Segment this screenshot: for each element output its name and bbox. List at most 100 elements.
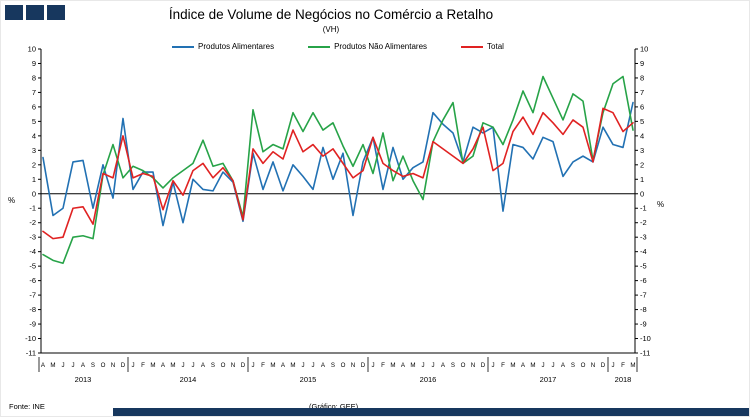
svg-text:9: 9 (32, 59, 36, 68)
svg-text:D: D (361, 362, 366, 369)
legend-item-produtos-alimentares: Produtos Alimentares (172, 42, 274, 51)
svg-text:M: M (170, 362, 175, 369)
source-label: Fonte: INE (9, 402, 45, 411)
svg-text:A: A (281, 362, 286, 369)
legend-label: Total (487, 42, 504, 51)
svg-text:D: D (481, 362, 486, 369)
svg-text:J: J (251, 362, 254, 369)
series-line-total (42, 107, 634, 240)
svg-text:6: 6 (32, 102, 36, 111)
svg-text:O: O (221, 362, 226, 369)
svg-text:2018: 2018 (615, 375, 632, 384)
svg-text:A: A (161, 362, 166, 369)
svg-text:2013: 2013 (75, 375, 92, 384)
svg-text:-10: -10 (640, 334, 651, 343)
svg-text:S: S (211, 362, 215, 369)
svg-text:8: 8 (640, 73, 644, 82)
svg-text:-10: -10 (25, 334, 36, 343)
svg-text:-11: -11 (26, 349, 36, 358)
logo-square (47, 5, 65, 20)
svg-text:0: 0 (640, 189, 644, 198)
svg-text:%: % (657, 200, 664, 209)
svg-text:-1: -1 (640, 204, 647, 213)
svg-text:J: J (71, 362, 74, 369)
svg-text:J: J (611, 362, 614, 369)
legend-item-total: Total (461, 42, 504, 51)
svg-text:2016: 2016 (420, 375, 437, 384)
svg-text:A: A (561, 362, 566, 369)
svg-text:S: S (331, 362, 335, 369)
svg-text:N: N (111, 362, 115, 369)
svg-text:M: M (390, 362, 395, 369)
svg-text:O: O (101, 362, 106, 369)
svg-text:F: F (621, 362, 625, 369)
svg-text:A: A (41, 362, 46, 369)
svg-text:J: J (301, 362, 304, 369)
svg-text:S: S (91, 362, 95, 369)
svg-text:N: N (351, 362, 355, 369)
legend-label: Produtos Alimentares (198, 42, 275, 51)
svg-text:2: 2 (640, 160, 644, 169)
svg-text:3: 3 (640, 146, 644, 155)
svg-text:J: J (181, 362, 184, 369)
svg-text:2: 2 (32, 160, 36, 169)
legend-item-produtos-não-alimentares: Produtos Não Alimentares (308, 42, 427, 51)
svg-text:J: J (61, 362, 64, 369)
svg-text:J: J (371, 362, 374, 369)
svg-text:M: M (150, 362, 155, 369)
svg-text:5: 5 (32, 117, 36, 126)
svg-text:D: D (601, 362, 606, 369)
svg-text:A: A (401, 362, 406, 369)
svg-text:0: 0 (32, 189, 36, 198)
svg-text:1: 1 (32, 175, 36, 184)
svg-text:A: A (201, 362, 206, 369)
logo (5, 5, 65, 20)
svg-text:2015: 2015 (300, 375, 317, 384)
svg-text:%: % (8, 196, 15, 205)
svg-text:-5: -5 (640, 262, 647, 271)
svg-text:J: J (431, 362, 434, 369)
svg-text:M: M (270, 362, 275, 369)
svg-text:F: F (381, 362, 385, 369)
svg-text:-5: -5 (29, 262, 36, 271)
credit-label: (Gráfico: GEE) (309, 402, 359, 411)
svg-text:J: J (491, 362, 494, 369)
svg-text:-1: -1 (29, 204, 36, 213)
svg-text:M: M (530, 362, 535, 369)
legend-label: Produtos Não Alimentares (334, 42, 428, 51)
svg-text:F: F (501, 362, 505, 369)
svg-text:-4: -4 (640, 247, 647, 256)
svg-text:S: S (451, 362, 455, 369)
svg-text:-6: -6 (29, 276, 36, 285)
chart-axes: 10 109 98 87 76 65 54 43 32 21 10 0-1 -1-2 -2-3 -3-4 -4… (8, 45, 664, 358)
svg-text:J: J (131, 362, 134, 369)
legend-line-swatch (461, 45, 484, 48)
svg-text:6: 6 (640, 102, 644, 111)
svg-text:M: M (630, 362, 635, 369)
svg-text:A: A (81, 362, 86, 369)
svg-text:O: O (581, 362, 586, 369)
page-title: Índice de Volume de Negócios no Comércio… (168, 7, 494, 22)
svg-text:A: A (521, 362, 526, 369)
svg-text:7: 7 (640, 88, 644, 97)
svg-text:2014: 2014 (180, 375, 197, 384)
svg-text:-11: -11 (640, 349, 650, 358)
svg-text:F: F (261, 362, 265, 369)
svg-text:10: 10 (640, 45, 648, 54)
svg-text:4: 4 (640, 131, 644, 140)
svg-text:-2: -2 (640, 218, 647, 227)
svg-text:-2: -2 (29, 218, 36, 227)
svg-text:4: 4 (32, 131, 36, 140)
svg-text:D: D (241, 362, 246, 369)
svg-text:M: M (410, 362, 415, 369)
svg-text:5: 5 (640, 117, 644, 126)
svg-text:N: N (591, 362, 595, 369)
svg-text:N: N (471, 362, 475, 369)
legend-line-swatch (172, 45, 195, 48)
svg-text:8: 8 (32, 73, 36, 82)
series-line-produtos-não-alimentares (42, 75, 634, 265)
svg-text:-4: -4 (29, 247, 36, 256)
legend-line-swatch (308, 45, 331, 48)
